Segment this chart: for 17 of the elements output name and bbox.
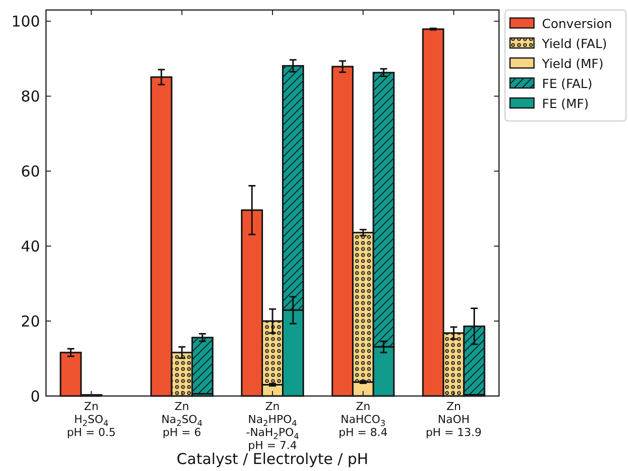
legend-label: Conversion <box>542 16 612 31</box>
y-tick-label: 60 <box>20 162 40 180</box>
x-tick-label: Zn H$_{2}$SO$_{4}$ pH = 0.5 <box>66 400 116 439</box>
y-tick-label: 20 <box>20 312 40 330</box>
y-tick-label: 0 <box>30 387 40 406</box>
category-label: Zn Na$_{2}$HPO$_{4}$ -NaH$_{2}$PO$_{4}$ pH = 7.4 <box>246 400 300 452</box>
legend-label: FE (MF) <box>542 96 589 111</box>
y-tick-label: 100 <box>11 12 40 30</box>
legend-label: Yield (MF) <box>541 56 604 71</box>
x-tick-label: Zn Na$_{2}$SO$_{4}$ pH = 6 <box>161 400 202 439</box>
x-tick-label: Zn NaOH pH = 13.9 <box>426 400 482 439</box>
y-tick-label: 80 <box>20 87 40 106</box>
x-axis-title: Catalyst / Electrolyte / pH <box>176 450 368 468</box>
legend-label: FE (FAL) <box>542 76 592 91</box>
x-tick-label: Zn NaHCO$_{3}$ pH = 8.4 <box>338 400 388 439</box>
y-tick-label: 40 <box>20 237 40 256</box>
legend-label: Yield (FAL) <box>541 36 608 51</box>
